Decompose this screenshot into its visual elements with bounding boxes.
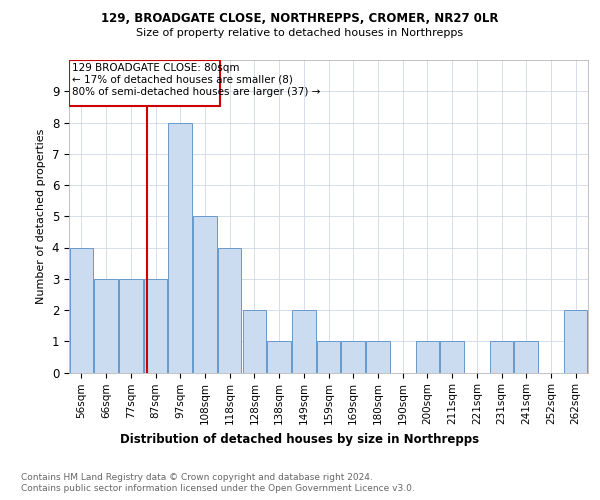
Text: Distribution of detached houses by size in Northrepps: Distribution of detached houses by size … (121, 432, 479, 446)
Text: 80% of semi-detached houses are larger (37) →: 80% of semi-detached houses are larger (… (73, 87, 321, 97)
Text: 129, BROADGATE CLOSE, NORTHREPPS, CROMER, NR27 0LR: 129, BROADGATE CLOSE, NORTHREPPS, CROMER… (101, 12, 499, 26)
Y-axis label: Number of detached properties: Number of detached properties (36, 128, 46, 304)
Bar (490, 341, 513, 372)
Text: Size of property relative to detached houses in Northrepps: Size of property relative to detached ho… (136, 28, 464, 38)
Bar (268, 341, 291, 372)
Bar (341, 341, 365, 372)
Bar (144, 279, 167, 372)
Bar (440, 341, 464, 372)
Bar (366, 341, 389, 372)
Bar (193, 216, 217, 372)
Bar (218, 248, 241, 372)
Bar (564, 310, 587, 372)
Bar (169, 122, 192, 372)
Bar (119, 279, 143, 372)
Bar (94, 279, 118, 372)
Bar (514, 341, 538, 372)
Bar (70, 248, 93, 372)
Bar (317, 341, 340, 372)
Text: ← 17% of detached houses are smaller (8): ← 17% of detached houses are smaller (8) (73, 75, 293, 85)
Bar (292, 310, 316, 372)
Text: Contains public sector information licensed under the Open Government Licence v3: Contains public sector information licen… (21, 484, 415, 493)
Text: Contains HM Land Registry data © Crown copyright and database right 2024.: Contains HM Land Registry data © Crown c… (21, 472, 373, 482)
Text: 129 BROADGATE CLOSE: 80sqm: 129 BROADGATE CLOSE: 80sqm (73, 63, 240, 73)
Bar (242, 310, 266, 372)
FancyBboxPatch shape (70, 60, 220, 106)
Bar (416, 341, 439, 372)
